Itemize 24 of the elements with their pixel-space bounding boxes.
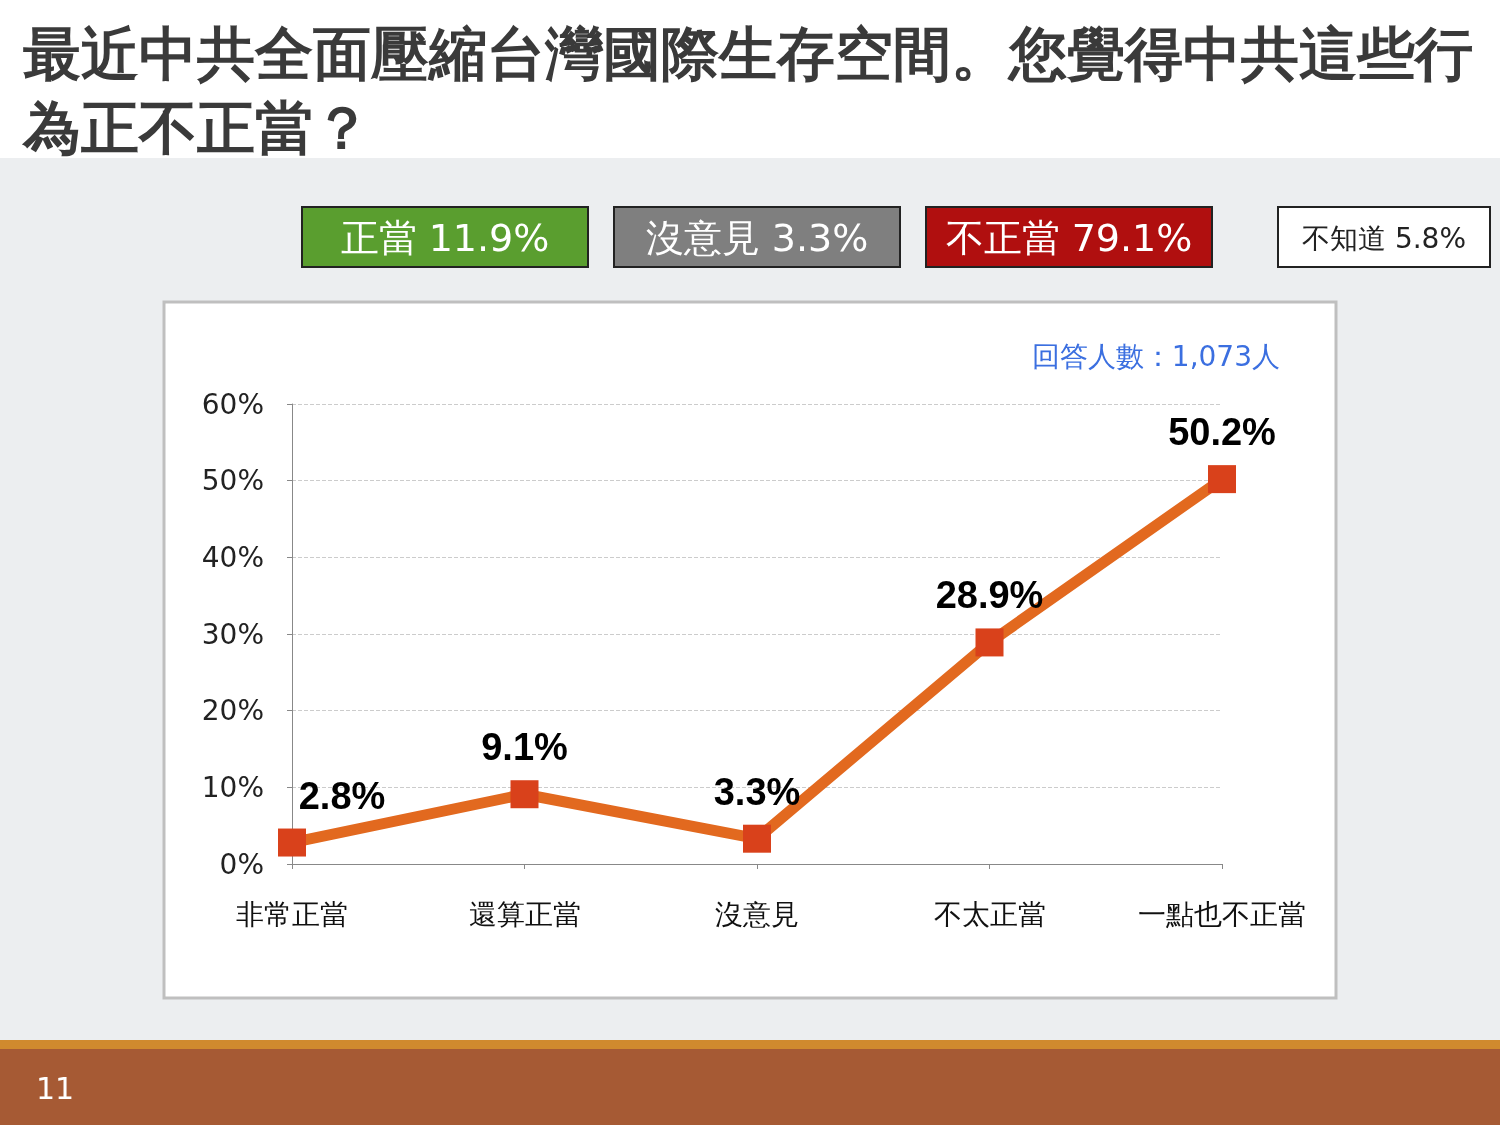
x-tick-label: 還算正當 (468, 897, 581, 931)
y-tick-label: 60% (201, 387, 264, 421)
text: 不知道 5.8% (1301, 221, 1467, 255)
y-tick-label: 30% (201, 617, 264, 651)
y-tick-label: 0% (219, 847, 264, 881)
x-tick-label: 不太正當 (933, 897, 1046, 931)
data-label: 2.8% (298, 774, 386, 817)
y-tick-label: 20% (201, 694, 264, 728)
text: 不正當 79.1% (945, 216, 1193, 260)
x-tick-label: 沒意見 (715, 897, 799, 931)
x-tick-label: 一點也不正當 (1138, 897, 1306, 931)
x-tick-label: 非常正當 (236, 897, 348, 931)
text: 回答人數：1,073人 (1031, 339, 1280, 373)
y-tick-label: 50% (201, 464, 264, 498)
y-tick-label: 10% (201, 770, 264, 804)
data-label: 3.3% (713, 770, 801, 813)
text: 沒意見 3.3% (645, 216, 869, 260)
data-label: 28.9% (935, 574, 1044, 617)
chart-title: 最近中共全面壓縮台灣國際生存空間。您覺得中共這些行為正不正當？ (21, 20, 1473, 162)
text: 11 (36, 1070, 75, 1106)
data-label: 50.2% (1168, 411, 1276, 454)
text: 正當 11.9% (340, 216, 550, 260)
data-label: 9.1% (481, 726, 568, 769)
y-tick-label: 40% (201, 540, 264, 574)
